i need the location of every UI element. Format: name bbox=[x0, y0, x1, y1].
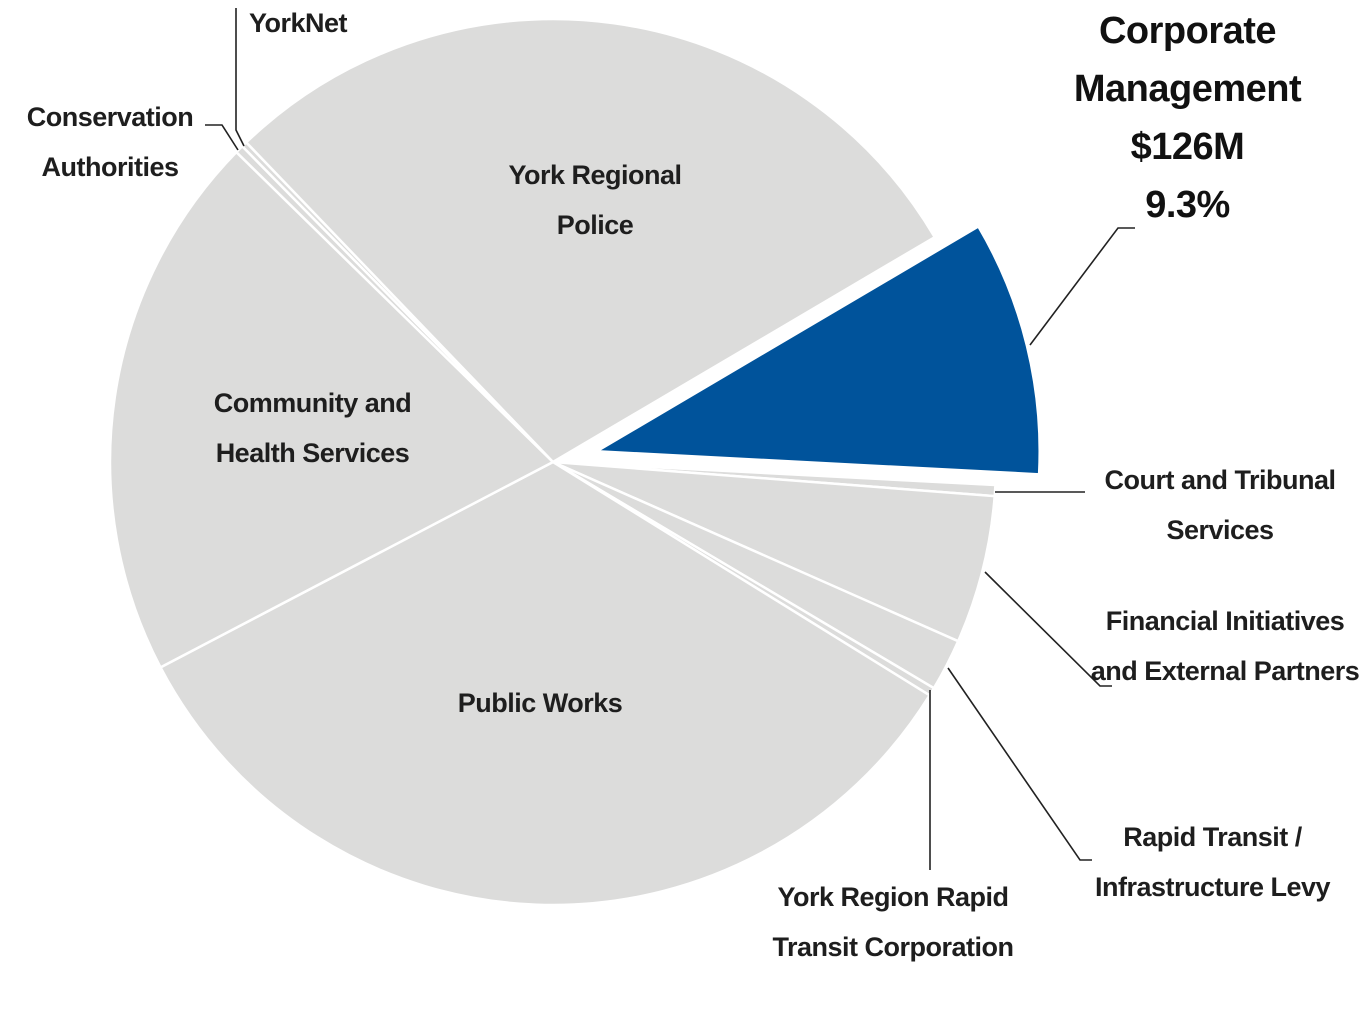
pie bbox=[108, 17, 1041, 907]
category-label: Financial Initiatives and External Partn… bbox=[1090, 606, 1360, 686]
category-label: Conservation Authorities bbox=[26, 102, 194, 182]
category-label: Public Works bbox=[457, 688, 623, 718]
value-label: 9.3% bbox=[1145, 184, 1230, 226]
category-label: York Regional Police bbox=[508, 160, 682, 240]
leader-line bbox=[984, 571, 1112, 687]
slice bbox=[244, 17, 937, 464]
amount-label: $126M bbox=[1130, 126, 1245, 168]
leader-line bbox=[205, 124, 239, 151]
slice bbox=[552, 460, 997, 643]
slice bbox=[592, 224, 1041, 476]
category-label: Corporate Management bbox=[1073, 10, 1302, 110]
leader-line bbox=[947, 667, 1092, 861]
leader-line bbox=[235, 8, 245, 147]
slice bbox=[108, 150, 556, 670]
category-label: Rapid Transit / Infrastructure Levy bbox=[1094, 822, 1331, 902]
slice bbox=[158, 460, 932, 907]
category-label: Court and Tribunal Services bbox=[1104, 465, 1337, 545]
label: Corporate Management $126M 9.3% bbox=[1040, 2, 1335, 234]
category-label: YorkNet bbox=[248, 8, 348, 38]
category-label: Community and Health Services bbox=[213, 388, 412, 468]
leader-line bbox=[1029, 227, 1135, 346]
category-label: York Region Rapid Transit Corporation bbox=[772, 882, 1014, 962]
